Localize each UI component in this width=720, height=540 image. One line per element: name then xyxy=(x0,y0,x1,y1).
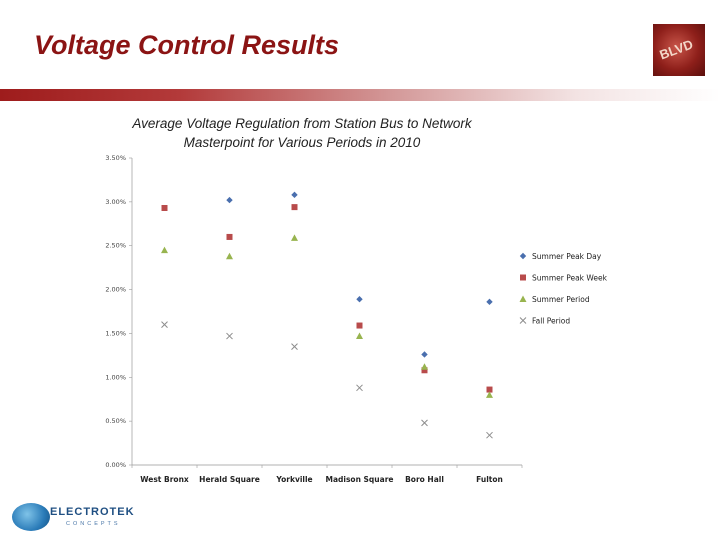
corner-logo-text: BLVD xyxy=(657,36,695,63)
x-category-label: Yorkville xyxy=(275,475,312,484)
legend-label-summer-period: Summer Period xyxy=(532,295,590,304)
data-point-summer-peak-week xyxy=(291,204,298,211)
data-point-summer-period xyxy=(291,234,298,241)
y-tick-label: 1.00% xyxy=(105,373,126,381)
company-tagline: CONCEPTS xyxy=(66,521,121,527)
legend-marker-fall-period xyxy=(519,317,527,324)
data-point-summer-peak-week xyxy=(226,233,233,240)
data-point-summer-peak-day xyxy=(226,196,233,204)
y-tick-label: 0.00% xyxy=(105,461,126,469)
data-point-summer-period xyxy=(226,252,233,260)
data-point-fall-period xyxy=(161,321,168,329)
data-point-summer-peak-week xyxy=(421,367,428,374)
data-point-summer-period xyxy=(486,391,493,398)
x-category-label: Madison Square xyxy=(326,475,394,484)
company-logo-icon xyxy=(12,503,50,531)
legend-label-fall-period: Fall Period xyxy=(532,317,570,326)
data-points xyxy=(161,191,493,439)
y-tick-label: 0.50% xyxy=(105,417,126,425)
chart-legend: Summer Peak Day Summer Peak Week Summer Pe… xyxy=(519,252,608,326)
data-point-summer-peak-day xyxy=(486,298,493,306)
chart-title-line: Average Voltage Regulation from Station … xyxy=(131,116,472,131)
data-point-fall-period xyxy=(291,343,298,350)
x-category-label: Fulton xyxy=(476,475,503,484)
company-name: ELECTROTEK xyxy=(50,506,135,518)
y-tick-label: 1.50% xyxy=(105,329,126,337)
legend-marker-summer-peak-week xyxy=(520,274,526,281)
legend-marker-summer-peak-day xyxy=(519,252,527,260)
data-point-summer-period xyxy=(356,332,363,340)
legend-label-summer-peak-day: Summer Peak Day xyxy=(532,252,602,261)
y-axis: 0.00% 0.50% 1.00% 1.50% 2.00% 2.50% 3.00% 3.50% xyxy=(105,154,522,469)
slide-title: Voltage Control Results xyxy=(34,30,340,60)
data-point-summer-peak-day xyxy=(421,351,428,358)
data-point-summer-period xyxy=(421,363,428,370)
data-point-summer-peak-day xyxy=(356,296,363,303)
title-divider-bar xyxy=(0,89,720,101)
y-tick-label: 2.50% xyxy=(105,242,126,250)
legend-label-summer-peak-week: Summer Peak Week xyxy=(532,274,608,283)
x-category-label: Herald Square xyxy=(199,475,260,484)
data-point-summer-peak-week xyxy=(161,204,168,211)
chart-title-line: Masterpoint for Various Periods in 2010 xyxy=(184,135,421,150)
chart-title: Average Voltage Regulation from Station … xyxy=(131,116,472,150)
data-point-summer-peak-week xyxy=(356,322,363,329)
data-point-summer-peak-day xyxy=(291,191,298,199)
data-point-summer-peak-week xyxy=(486,386,493,393)
x-category-label: West Bronx xyxy=(140,475,189,484)
legend-marker-summer-period xyxy=(519,295,527,302)
y-tick-label: 3.50% xyxy=(105,154,126,162)
data-point-summer-period xyxy=(161,246,168,254)
company-logo: ELECTROTEK CONCEPTS xyxy=(10,500,150,534)
data-point-fall-period xyxy=(226,332,233,340)
voltage-scatter-chart: Average Voltage Regulation from Station … xyxy=(105,116,523,484)
y-tick-label: 2.00% xyxy=(105,286,126,294)
data-point-fall-period xyxy=(356,384,363,392)
x-category-label: Boro Hall xyxy=(405,475,444,484)
x-axis: West Bronx Herald Square Yorkville Madison … xyxy=(131,465,523,484)
data-point-fall-period xyxy=(486,431,493,439)
corner-logo-icon: BLVD xyxy=(653,24,705,76)
data-point-fall-period xyxy=(421,419,428,427)
y-tick-label: 3.00% xyxy=(105,198,126,206)
